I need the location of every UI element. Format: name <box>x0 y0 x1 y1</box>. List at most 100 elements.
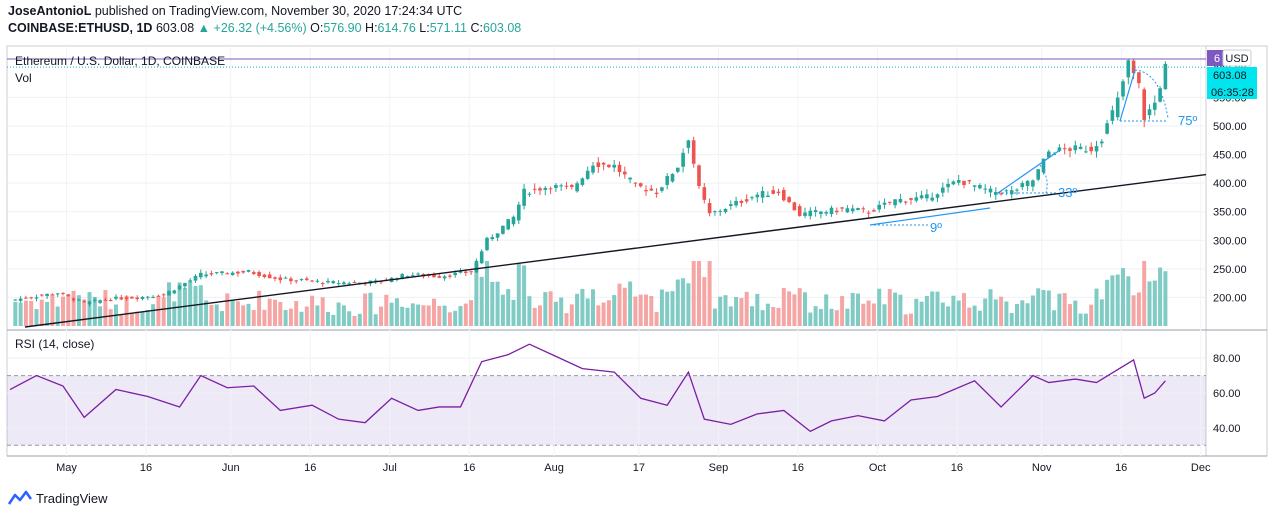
candle-body <box>474 260 479 273</box>
candle-body <box>718 210 722 212</box>
candle-body <box>527 193 532 195</box>
candle-body <box>956 180 961 183</box>
candle-body <box>257 271 261 277</box>
candle-body <box>638 183 643 187</box>
close-value: 603.08 <box>483 21 522 35</box>
volume-bar <box>649 296 654 326</box>
volume-bar <box>352 315 357 326</box>
candle-body <box>548 188 553 190</box>
volume-bar <box>45 301 50 326</box>
low-label: L: <box>419 21 430 35</box>
author-name[interactable]: JoseAntonioL <box>8 4 92 18</box>
angle-9-ray[interactable] <box>869 207 991 226</box>
candle-body <box>1142 89 1146 120</box>
volume-bar <box>400 306 405 326</box>
high-value: 614.76 <box>377 21 416 35</box>
candle-body <box>230 272 235 276</box>
currency-box[interactable] <box>1222 49 1252 67</box>
volume-bar <box>257 290 262 326</box>
volume-bar <box>564 313 569 326</box>
volume-bar <box>145 310 150 326</box>
volume-bar <box>951 295 956 326</box>
candle-body <box>930 197 934 201</box>
candle-body <box>1073 145 1078 151</box>
rsi-band-layer <box>7 375 1206 446</box>
volume-bar <box>347 311 352 326</box>
candle-body <box>903 201 908 203</box>
time-tick-label: Dec <box>1191 462 1211 474</box>
candle-body <box>469 271 473 273</box>
candle-body <box>18 298 23 301</box>
candle-body <box>856 207 860 210</box>
volume-bar <box>490 281 495 326</box>
volume-bar <box>177 282 182 326</box>
candle-body <box>61 292 65 294</box>
volume-bar <box>659 289 664 326</box>
volume-bar <box>506 289 511 326</box>
volume-bar <box>871 303 876 326</box>
candle-body <box>437 276 442 278</box>
candle-body <box>601 162 606 165</box>
candle-body <box>310 280 314 282</box>
candle-body <box>729 204 733 207</box>
candle-body <box>835 210 839 213</box>
volume-bar <box>278 301 283 326</box>
candle-body <box>1015 189 1019 191</box>
candle-body <box>829 207 834 215</box>
candle-body <box>453 272 457 276</box>
volume-bar <box>930 291 935 326</box>
volume-bar <box>389 302 394 326</box>
volume-bar <box>993 299 998 326</box>
trendline[interactable] <box>24 173 1207 328</box>
candle-body <box>34 297 39 299</box>
footer-brand[interactable]: TradingView <box>8 490 108 506</box>
volume-bar <box>686 283 691 326</box>
candle-body <box>707 203 712 214</box>
candle-body <box>289 278 293 282</box>
volume-bar <box>326 311 330 326</box>
volume-bar <box>1163 271 1168 326</box>
volume-bar <box>612 295 617 326</box>
volume-bar <box>670 291 675 326</box>
volume-bar <box>98 306 103 326</box>
volume-bar <box>638 294 643 326</box>
volume-bar <box>320 297 325 326</box>
candle-body <box>803 212 807 216</box>
volume-bar <box>898 294 903 326</box>
angle-75-ray[interactable] <box>1119 69 1136 122</box>
volume-bar <box>522 265 527 326</box>
volume-bar <box>1020 300 1025 326</box>
candle-body <box>1094 146 1099 152</box>
volume-bar <box>50 294 55 326</box>
candle-body <box>994 191 998 195</box>
volume-bar <box>728 306 733 326</box>
candle-body <box>760 191 765 198</box>
candle-body <box>649 188 654 191</box>
volume-bar <box>734 296 739 326</box>
candle-body <box>967 180 972 182</box>
chart-canvas[interactable]: 9º 33º 75º 200.00 250.00 300.00 350.00 400.00 4… <box>0 0 1274 488</box>
candle-body <box>140 296 145 299</box>
volume-bar <box>1131 295 1136 326</box>
volume-bar <box>532 307 537 326</box>
volume-bar <box>893 292 898 326</box>
volume-bar <box>824 294 829 326</box>
volume-bar <box>935 291 940 326</box>
volume-bar <box>405 307 410 326</box>
volume-bar <box>585 298 590 326</box>
angle-33-ray[interactable] <box>997 149 1061 194</box>
volume-bar <box>845 308 850 326</box>
time-tick-label: Nov <box>1032 462 1052 474</box>
candle-body <box>946 183 950 188</box>
candle-body <box>691 140 696 164</box>
candle-body <box>1020 183 1025 188</box>
candle-body <box>331 281 336 284</box>
candle-body <box>988 188 993 193</box>
candle-body <box>750 197 754 199</box>
volume-bar <box>967 307 972 326</box>
candle-body <box>744 199 749 202</box>
time-tick-label: 16 <box>463 462 475 474</box>
volume-bar <box>559 297 564 326</box>
candle-body <box>909 198 913 200</box>
candle-body <box>1158 88 1162 102</box>
